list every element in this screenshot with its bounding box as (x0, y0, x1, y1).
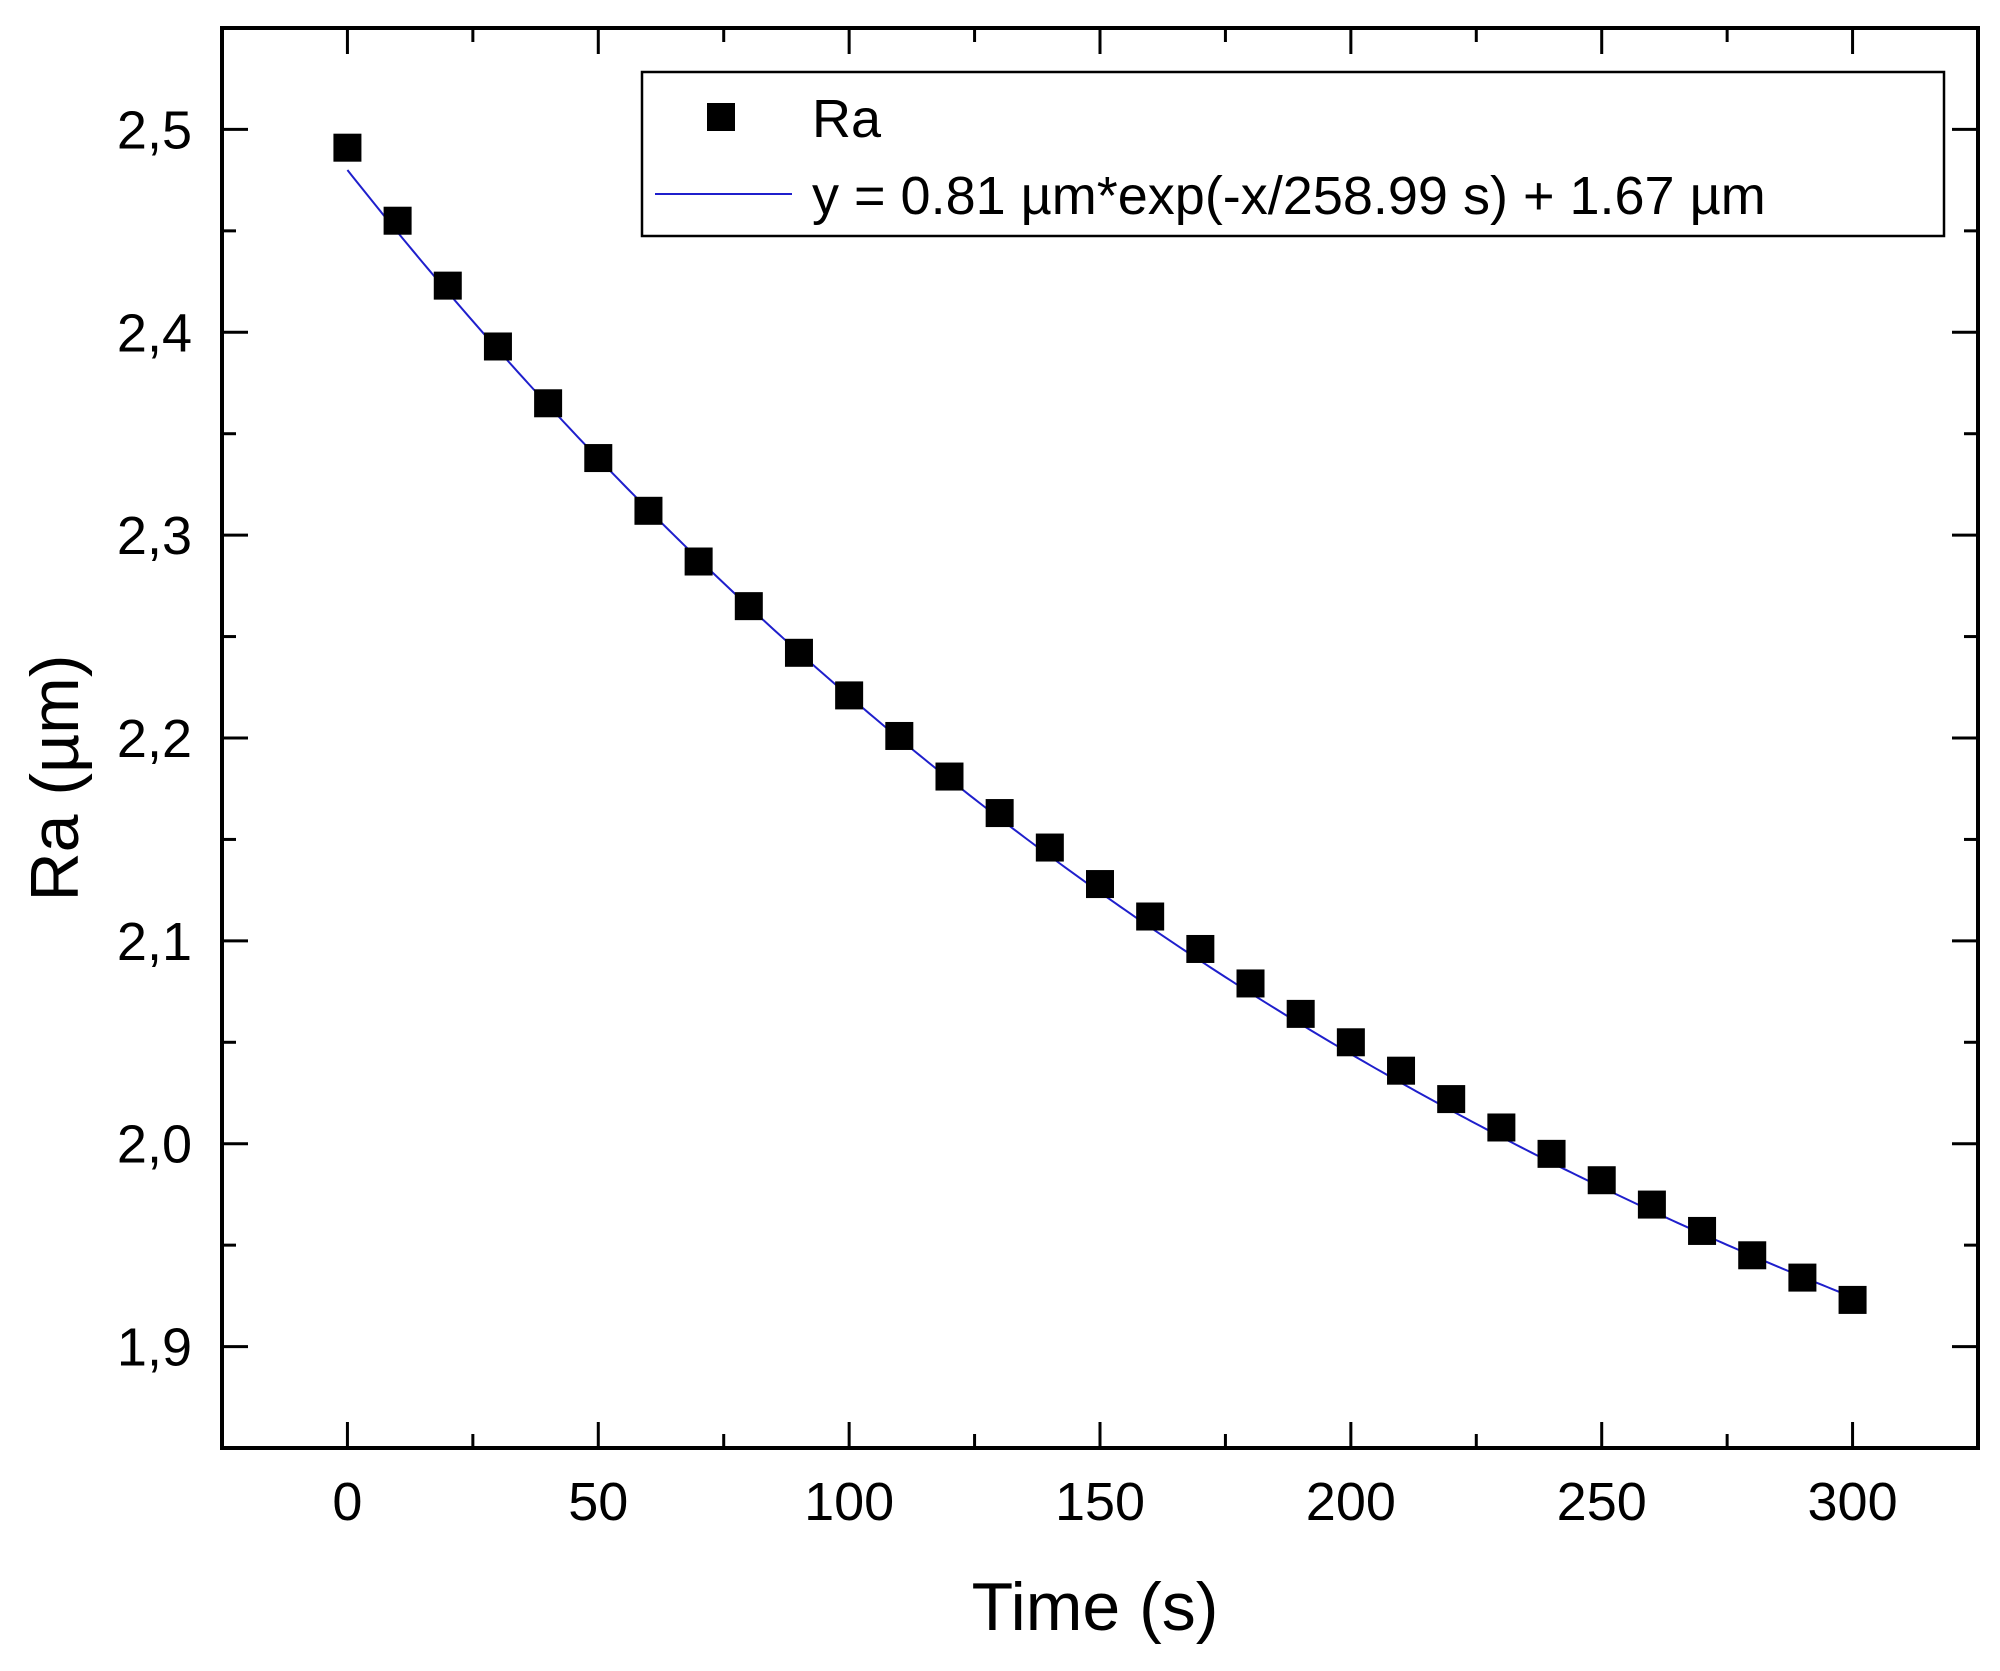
x-axis-title: Time (s) (972, 1569, 1219, 1645)
data-point (985, 799, 1014, 828)
y-tick-label: 2,0 (117, 1115, 192, 1175)
axis-ticks (220, 28, 1980, 1448)
data-point (1487, 1113, 1516, 1142)
x-tick-label: 150 (1055, 1472, 1145, 1532)
data-point (1788, 1263, 1817, 1292)
data-point (1035, 833, 1064, 862)
legend-marker-square (707, 103, 735, 131)
x-tick-label: 300 (1808, 1472, 1898, 1532)
x-tick-label: 250 (1557, 1472, 1647, 1532)
y-tick-label: 2,4 (117, 303, 192, 363)
y-tick-label: 2,2 (117, 709, 192, 769)
y-tick-label: 2,1 (117, 912, 192, 972)
data-point (483, 332, 512, 361)
data-point (684, 547, 713, 576)
y-axis-title: Ra (µm) (17, 655, 93, 902)
data-point (433, 271, 462, 300)
data-point (1437, 1085, 1466, 1114)
data-point (1236, 969, 1265, 998)
data-point (734, 592, 763, 621)
y-tick-label: 2,3 (117, 506, 192, 566)
x-tick-label: 0 (332, 1472, 362, 1532)
y-tick-label: 2,5 (117, 100, 192, 160)
data-point (1286, 999, 1315, 1028)
data-point (1587, 1166, 1616, 1195)
data-point (1688, 1216, 1717, 1245)
data-point (784, 638, 813, 667)
data-point (1336, 1028, 1365, 1057)
data-point (1537, 1139, 1566, 1168)
data-point (383, 206, 412, 235)
legend-box (640, 70, 1946, 238)
data-point (1387, 1056, 1416, 1085)
data-point (835, 681, 864, 710)
plot-frame (220, 26, 1980, 1450)
legend-label-ra: Ra (812, 89, 882, 149)
x-tick-label: 200 (1306, 1472, 1396, 1532)
data-point (1186, 934, 1215, 963)
data-point (885, 721, 914, 750)
y-tick-label: 1,9 (117, 1318, 192, 1378)
data-point (1086, 870, 1114, 899)
data-point (1637, 1190, 1666, 1219)
data-point (333, 133, 362, 162)
legend-label-fit: y = 0.81 µm*exp(-x/258.99 s) + 1.67 µm (812, 166, 1766, 226)
data-series (333, 133, 1867, 1314)
data-point (1738, 1241, 1767, 1270)
data-point (935, 762, 964, 791)
x-tick-label: 100 (804, 1472, 894, 1532)
data-point (584, 444, 613, 473)
data-point (634, 496, 663, 525)
data-point (534, 389, 563, 418)
tick-labels: 0 50 100 150 200 250 300 1,9 2,0 2,1 2,2 2,3 2,4 2,5 (117, 100, 1898, 1532)
data-point (1136, 902, 1165, 931)
data-point (1838, 1285, 1867, 1314)
legend: Ra y = 0.81 µm*exp(-x/258.99 s) + 1.67 µ… (640, 70, 1946, 238)
x-tick-label: 50 (568, 1472, 628, 1532)
